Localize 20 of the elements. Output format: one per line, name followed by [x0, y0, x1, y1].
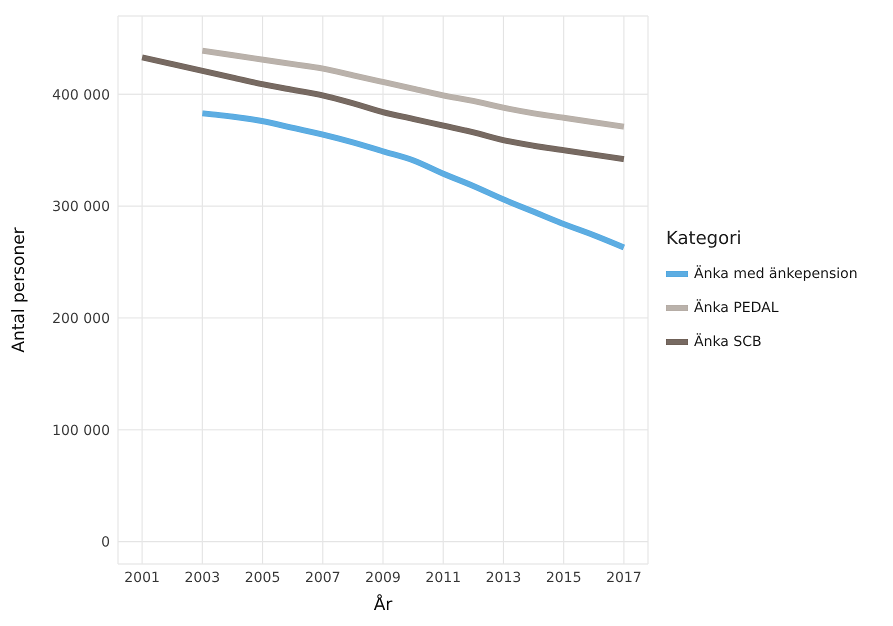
legend-label: Änka med änkepension: [694, 266, 858, 282]
y-tick-label: 100 000: [52, 422, 110, 439]
x-tick-label: 2015: [546, 570, 582, 586]
y-tick-label: 0: [101, 534, 110, 551]
y-axis-title: Antal personer: [9, 227, 30, 353]
legend-title: Kategori: [666, 228, 742, 249]
x-tick-label: 2003: [184, 570, 220, 586]
y-tick-label: 200 000: [52, 310, 110, 327]
y-tick-label: 300 000: [52, 199, 110, 216]
y-tick-label: 400 000: [52, 87, 110, 104]
x-tick-label: 2001: [124, 570, 160, 586]
x-tick-label: 2013: [486, 570, 522, 586]
x-axis-title: År: [374, 594, 392, 615]
x-tick-label: 2017: [606, 570, 642, 586]
x-tick-label: 2011: [425, 570, 462, 586]
x-tick-label: 2007: [304, 570, 341, 586]
x-tick-label: 2005: [244, 570, 280, 586]
legend-label: Änka PEDAL: [694, 300, 779, 316]
x-tick-label: 2009: [365, 570, 401, 586]
legend-label: Änka SCB: [694, 334, 762, 350]
